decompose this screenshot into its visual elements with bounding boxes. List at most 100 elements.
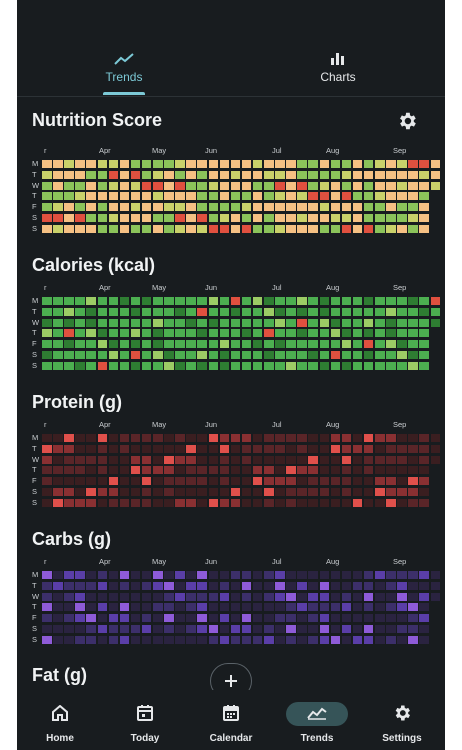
heatmap-cell[interactable] bbox=[130, 203, 141, 212]
heatmap-cell[interactable] bbox=[386, 351, 396, 359]
heatmap-cell[interactable] bbox=[53, 340, 63, 349]
heatmap-cell[interactable] bbox=[330, 340, 341, 349]
heatmap-cell[interactable] bbox=[386, 635, 396, 644]
heatmap-cell[interactable] bbox=[241, 581, 252, 590]
heatmap-cell[interactable] bbox=[108, 488, 119, 496]
heatmap-cell[interactable] bbox=[275, 635, 285, 644]
heatmap-cell[interactable] bbox=[286, 434, 296, 442]
heatmap-cell[interactable] bbox=[264, 307, 274, 316]
heatmap-cell[interactable] bbox=[397, 625, 407, 633]
nav-home[interactable]: Home bbox=[24, 690, 96, 750]
heatmap-cell[interactable] bbox=[408, 625, 418, 633]
heatmap-cell[interactable] bbox=[430, 455, 440, 464]
heatmap-cell[interactable] bbox=[352, 581, 363, 590]
heatmap-cell[interactable] bbox=[308, 477, 318, 486]
heatmap-cell[interactable] bbox=[164, 297, 174, 305]
heatmap-cell[interactable] bbox=[352, 488, 363, 496]
heatmap-cell[interactable] bbox=[330, 603, 341, 612]
heatmap-cell[interactable] bbox=[230, 192, 241, 201]
heatmap-cell[interactable] bbox=[363, 434, 374, 442]
heatmap-cell[interactable] bbox=[352, 318, 363, 327]
heatmap-cell[interactable] bbox=[186, 160, 196, 168]
heatmap-cell[interactable] bbox=[208, 498, 218, 507]
heatmap-cell[interactable] bbox=[330, 318, 341, 327]
heatmap-cell[interactable] bbox=[363, 351, 374, 359]
heatmap-cell[interactable] bbox=[330, 434, 341, 442]
heatmap-cell[interactable] bbox=[97, 297, 107, 305]
heatmap-cell[interactable] bbox=[330, 635, 341, 644]
heatmap-cell[interactable] bbox=[397, 488, 407, 496]
heatmap-cell[interactable] bbox=[352, 434, 363, 442]
heatmap-cell[interactable] bbox=[330, 297, 341, 305]
heatmap-cell[interactable] bbox=[308, 466, 318, 475]
heatmap-cell[interactable] bbox=[108, 603, 119, 612]
heatmap-cell[interactable] bbox=[186, 625, 196, 633]
heatmap-cell[interactable] bbox=[330, 614, 341, 623]
heatmap-cell[interactable] bbox=[130, 297, 141, 305]
heatmap-cell[interactable] bbox=[297, 488, 307, 496]
heatmap-cell[interactable] bbox=[141, 192, 152, 201]
heatmap-cell[interactable] bbox=[419, 603, 429, 612]
heatmap-cell[interactable] bbox=[130, 635, 141, 644]
heatmap-cell[interactable] bbox=[153, 361, 163, 370]
heatmap-cell[interactable] bbox=[375, 498, 385, 507]
heatmap-cell[interactable] bbox=[64, 444, 74, 453]
heatmap-cell[interactable] bbox=[241, 214, 252, 222]
heatmap-cell[interactable] bbox=[252, 603, 263, 612]
heatmap-cell[interactable] bbox=[219, 603, 230, 612]
heatmap-cell[interactable] bbox=[97, 340, 107, 349]
heatmap-cell[interactable] bbox=[197, 351, 207, 359]
heatmap-cell[interactable] bbox=[119, 581, 130, 590]
heatmap-cell[interactable] bbox=[175, 625, 185, 633]
heatmap-cell[interactable] bbox=[308, 203, 318, 212]
heatmap-cell[interactable] bbox=[363, 214, 374, 222]
heatmap-cell[interactable] bbox=[97, 455, 107, 464]
heatmap-cell[interactable] bbox=[286, 444, 296, 453]
heatmap-cell[interactable] bbox=[397, 307, 407, 316]
heatmap-cell[interactable] bbox=[275, 592, 285, 601]
heatmap-cell[interactable] bbox=[275, 361, 285, 370]
heatmap-cell[interactable] bbox=[397, 329, 407, 338]
heatmap-cell[interactable] bbox=[75, 160, 85, 168]
heatmap-cell[interactable] bbox=[319, 297, 329, 305]
heatmap-cell[interactable] bbox=[108, 318, 119, 327]
heatmap-cell[interactable] bbox=[153, 434, 163, 442]
heatmap-cell[interactable] bbox=[241, 224, 252, 233]
heatmap-cell[interactable] bbox=[86, 635, 96, 644]
heatmap-cell[interactable] bbox=[119, 214, 130, 222]
heatmap-cell[interactable] bbox=[286, 603, 296, 612]
heatmap-cell[interactable] bbox=[375, 340, 385, 349]
heatmap-cell[interactable] bbox=[175, 434, 185, 442]
heatmap-cell[interactable] bbox=[197, 477, 207, 486]
heatmap-cell[interactable] bbox=[408, 455, 418, 464]
heatmap-cell[interactable] bbox=[42, 625, 52, 633]
heatmap-cell[interactable] bbox=[75, 361, 85, 370]
heatmap-cell[interactable] bbox=[164, 214, 174, 222]
heatmap-cell[interactable] bbox=[141, 635, 152, 644]
heatmap-cell[interactable] bbox=[42, 170, 52, 179]
heatmap-cell[interactable] bbox=[375, 160, 385, 168]
heatmap-cell[interactable] bbox=[363, 181, 374, 190]
heatmap-cell[interactable] bbox=[330, 181, 341, 190]
heatmap-cell[interactable] bbox=[419, 329, 429, 338]
heatmap-cell[interactable] bbox=[397, 498, 407, 507]
heatmap-cell[interactable] bbox=[164, 329, 174, 338]
heatmap-cell[interactable] bbox=[419, 466, 429, 475]
heatmap-cell[interactable] bbox=[186, 571, 196, 579]
heatmap-cell[interactable] bbox=[119, 603, 130, 612]
heatmap-cell[interactable] bbox=[375, 444, 385, 453]
heatmap-cell[interactable] bbox=[64, 614, 74, 623]
heatmap-cell[interactable] bbox=[408, 340, 418, 349]
heatmap-cell[interactable] bbox=[286, 614, 296, 623]
heatmap-cell[interactable] bbox=[419, 592, 429, 601]
heatmap-cell[interactable] bbox=[264, 181, 274, 190]
heatmap-cell[interactable] bbox=[341, 329, 352, 338]
heatmap-cell[interactable] bbox=[264, 434, 274, 442]
heatmap-cell[interactable] bbox=[419, 581, 429, 590]
heatmap-cell[interactable] bbox=[352, 160, 363, 168]
heatmap-cell[interactable] bbox=[42, 181, 52, 190]
heatmap-cell[interactable] bbox=[153, 477, 163, 486]
heatmap-cell[interactable] bbox=[197, 214, 207, 222]
heatmap-cell[interactable] bbox=[341, 318, 352, 327]
heatmap-cell[interactable] bbox=[64, 592, 74, 601]
